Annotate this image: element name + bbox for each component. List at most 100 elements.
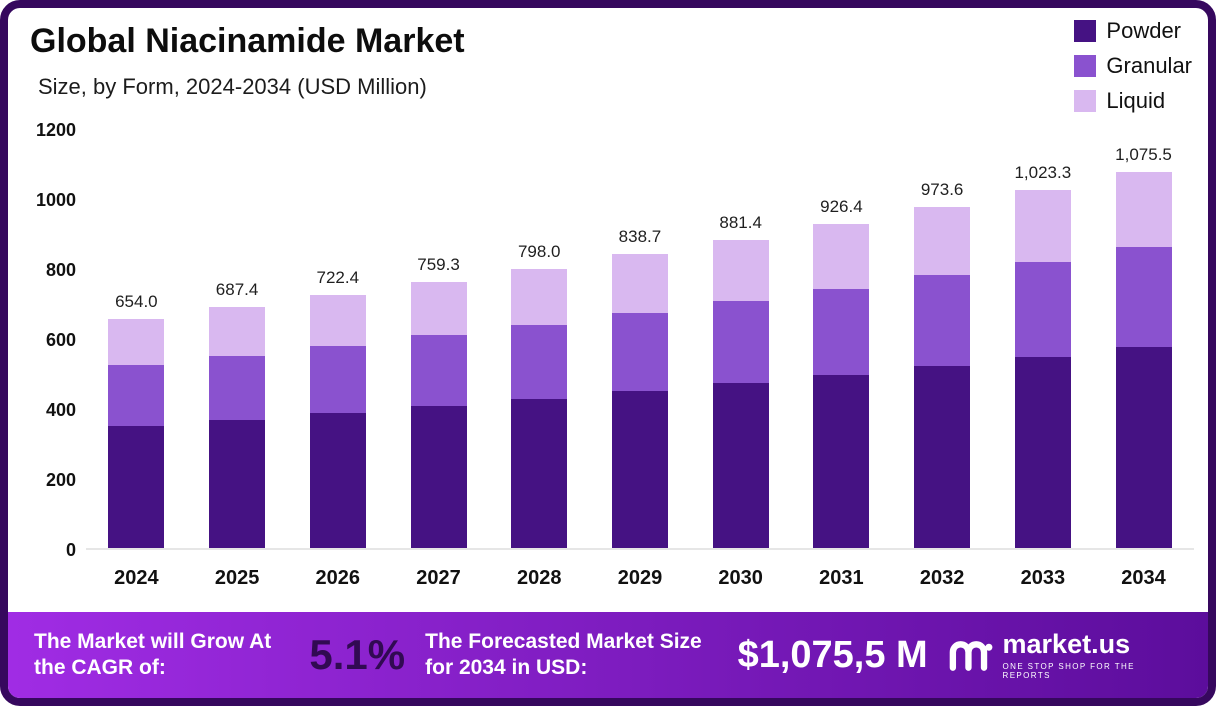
bar-2029 xyxy=(611,254,668,548)
bar-segment-liquid xyxy=(309,295,366,346)
bar-value-label: 881.4 xyxy=(719,212,762,232)
bar-2031 xyxy=(813,223,870,548)
bar-group-2034: 1,075.5 2034 xyxy=(1095,130,1193,589)
bar-segment-granular xyxy=(511,324,568,399)
brand-logo: market.us ONE STOP SHOP FOR THE REPORTS xyxy=(948,628,1182,680)
x-axis-label: 2029 xyxy=(617,567,663,589)
bar-group-2028: 798.0 2028 xyxy=(490,130,588,589)
bar-value-label: 654.0 xyxy=(115,292,158,312)
bar-value-label: 759.3 xyxy=(417,255,460,275)
bar-2032 xyxy=(914,207,971,548)
page-title: Global Niacinamide Market xyxy=(30,22,465,60)
bar-value-label: 973.6 xyxy=(920,180,964,200)
x-axis-label: 2027 xyxy=(416,567,461,589)
bar-group-2031: 926.4 2031 xyxy=(792,130,890,589)
forecast-label: The Forecasted Market Size for 2034 in U… xyxy=(425,629,702,679)
bar-segment-liquid xyxy=(108,319,165,365)
bar-segment-powder xyxy=(511,398,568,548)
y-axis-label: 800 xyxy=(45,260,76,280)
legend-label-liquid: Liquid xyxy=(1106,88,1166,113)
bar-segment-liquid xyxy=(1115,171,1172,247)
bar-group-2030: 881.4 2030 xyxy=(692,130,790,589)
x-axis-label: 2028 xyxy=(516,567,562,589)
bar-segment-powder xyxy=(410,406,467,548)
y-axis-label: 400 xyxy=(45,400,76,420)
legend-swatch-liquid xyxy=(1074,90,1097,112)
bar-value-label: 687.4 xyxy=(215,280,259,300)
bar-segment-granular xyxy=(108,364,165,426)
bar-segment-powder xyxy=(108,425,165,548)
bar-segment-granular xyxy=(813,288,870,375)
bar-2026 xyxy=(309,295,366,548)
y-axis: 0 200 400 600 800 1000 1200 xyxy=(24,120,86,560)
bar-segment-granular xyxy=(914,275,971,366)
x-axis-label: 2025 xyxy=(214,567,260,589)
bar-2024 xyxy=(108,319,165,548)
bar-segment-liquid xyxy=(1014,189,1071,262)
bar-segment-powder xyxy=(1115,346,1172,548)
legend: Powder Granular Liquid xyxy=(1074,18,1192,114)
legend-label-granular: Granular xyxy=(1106,53,1192,78)
bar-segment-liquid xyxy=(511,268,568,325)
bar-segment-powder xyxy=(611,391,668,548)
legend-item-granular: Granular xyxy=(1074,53,1192,79)
bar-segment-liquid xyxy=(410,282,467,336)
bar-value-label: 722.4 xyxy=(316,268,360,288)
bar-group-2025: 687.4 2025 xyxy=(188,130,286,589)
legend-label-powder: Powder xyxy=(1106,18,1181,43)
bar-group-2024: 654.0 2024 xyxy=(87,130,185,589)
bar-segment-granular xyxy=(712,301,769,384)
y-axis-label: 1000 xyxy=(35,190,76,210)
bar-2034 xyxy=(1115,171,1172,548)
bar-segment-granular xyxy=(209,355,266,420)
bar-segment-granular xyxy=(1115,246,1172,347)
x-axis-label: 2033 xyxy=(1020,567,1066,589)
bar-segment-powder xyxy=(712,383,769,548)
y-axis-label: 200 xyxy=(45,470,76,490)
x-axis-label: 2031 xyxy=(819,567,864,589)
forecast-value: $1,075,5 M xyxy=(737,633,928,676)
bar-segment-liquid xyxy=(813,223,870,289)
bar-segment-powder xyxy=(914,366,971,548)
legend-swatch-granular xyxy=(1074,55,1097,77)
x-axis-label: 2030 xyxy=(718,567,763,589)
y-axis-label: 0 xyxy=(65,540,76,560)
y-axis-label: 600 xyxy=(45,330,76,350)
page-subtitle: Size, by Form, 2024-2034 (USD Million) xyxy=(38,74,427,99)
bar-value-label: 1,023.3 xyxy=(1014,162,1072,182)
legend-item-powder: Powder xyxy=(1074,18,1192,44)
cagr-label: The Market will Grow At the CAGR of: xyxy=(34,629,272,679)
x-axis-label: 2024 xyxy=(114,567,159,589)
bar-2027 xyxy=(410,282,467,548)
bar-value-label: 798.0 xyxy=(517,241,561,261)
bar-group-2029: 838.7 2029 xyxy=(591,130,689,589)
brand-name: market.us xyxy=(1002,628,1131,659)
chart: 0 200 400 600 800 1000 1200 654.0 2024 687.4 2025… xyxy=(24,120,1194,589)
bar-segment-liquid xyxy=(914,207,971,276)
bar-value-label: 926.4 xyxy=(820,196,863,216)
bar-segment-liquid xyxy=(611,254,668,314)
bar-2025 xyxy=(209,307,266,548)
legend-swatch-powder xyxy=(1074,20,1097,42)
bar-2030 xyxy=(712,239,769,548)
bar-segment-granular xyxy=(611,313,668,392)
legend-item-liquid: Liquid xyxy=(1074,88,1192,114)
bar-segment-liquid xyxy=(209,307,266,356)
x-axis-label: 2034 xyxy=(1121,567,1166,589)
bar-group-2026: 722.4 2026 xyxy=(289,130,387,589)
brand-tagline: ONE STOP SHOP FOR THE REPORTS xyxy=(1002,661,1135,680)
bar-segment-powder xyxy=(813,374,870,548)
bar-segment-granular xyxy=(1014,261,1071,357)
market-us-m-icon xyxy=(949,641,993,671)
bar-group-2033: 1,023.3 2033 xyxy=(994,130,1092,589)
bar-segment-granular xyxy=(410,335,467,407)
bar-segment-liquid xyxy=(712,239,769,302)
bar-value-label: 1,075.5 xyxy=(1115,144,1172,164)
footer-banner: The Market will Grow At the CAGR of: 5.1… xyxy=(8,612,1208,698)
bar-segment-powder xyxy=(309,412,366,548)
x-axis-label: 2026 xyxy=(315,567,361,589)
bar-segment-powder xyxy=(1014,356,1071,548)
bar-2028 xyxy=(511,268,568,548)
bar-group-2027: 759.3 2027 xyxy=(390,130,488,589)
